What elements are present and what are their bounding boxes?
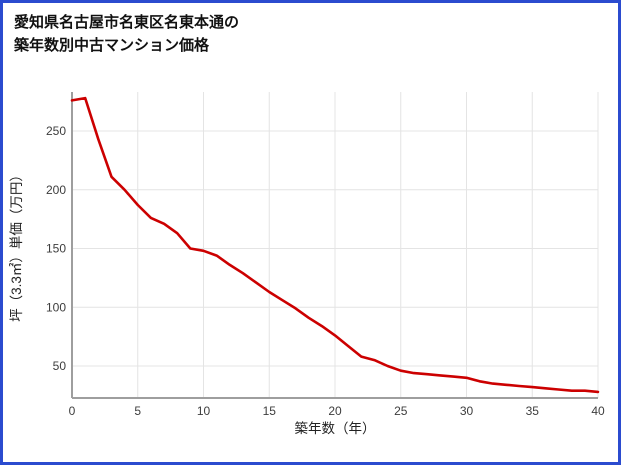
x-tick-label: 25 (394, 404, 408, 418)
y-axis-label: 坪（3.3㎡）単価（万円） (9, 168, 24, 322)
grid-layer (72, 92, 599, 398)
x-tick-label: 5 (134, 404, 141, 418)
y-tick-label: 100 (46, 300, 66, 314)
line-chart: 0 5 10 15 20 25 30 35 40 50 100 150 200 250 築年数（年） 坪（… (9, 92, 605, 436)
axis-layer (71, 92, 598, 399)
tick-labels: 0 5 10 15 20 25 30 35 40 50 100 150 200 250 (46, 124, 605, 418)
x-tick-label: 40 (591, 404, 605, 418)
price-line-series (70, 96, 600, 394)
y-tick-label: 200 (46, 183, 66, 197)
x-tick-label: 15 (263, 404, 277, 418)
y-tick-label: 150 (46, 242, 66, 256)
x-tick-label: 10 (197, 404, 211, 418)
x-tick-label: 35 (526, 404, 540, 418)
chart-title-line2: 築年数別中古マンション価格 (14, 37, 210, 55)
x-axis-label: 築年数（年） (295, 421, 376, 436)
x-tick-label: 0 (69, 404, 76, 418)
price-line (70, 96, 600, 394)
y-tick-label: 250 (46, 124, 66, 138)
y-tick-label: 50 (53, 359, 67, 373)
chart-title: 愛知県名古屋市名東区名東本通の 築年数別中古マンション価格 (14, 11, 239, 58)
chart-title-line1: 愛知県名古屋市名東区名東本通の (14, 14, 240, 31)
x-tick-label: 30 (460, 404, 474, 418)
x-tick-label: 20 (328, 404, 342, 418)
